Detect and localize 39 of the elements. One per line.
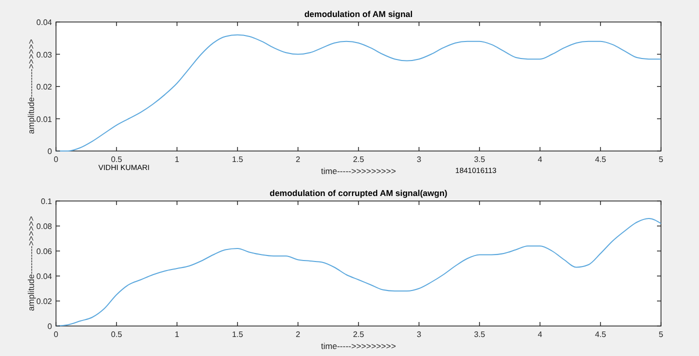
- x-tick-label: 1.5: [232, 155, 244, 164]
- x-tick-label: 0.5: [110, 330, 123, 339]
- x-tick-label: 1.5: [232, 330, 244, 339]
- x-tick-label: 1: [174, 330, 180, 339]
- y-axis-title: amplitude---------->>>>>>: [26, 38, 36, 134]
- x-tick-label: 3.5: [474, 330, 486, 339]
- chart-title: demodulation of corrupted AM signal(awgn): [270, 188, 448, 198]
- x-tick-label: 4: [538, 155, 543, 164]
- y-tick-label: 0.04: [36, 272, 53, 281]
- x-tick-label: 3.5: [474, 155, 486, 164]
- y-tick-label: 0.04: [36, 18, 53, 27]
- y-tick-label: 0: [48, 322, 53, 331]
- x-tick-label: 4: [538, 330, 543, 339]
- x-tick-label: 2: [296, 330, 301, 339]
- y-tick-label: 0.08: [36, 222, 53, 231]
- y-tick-label: 0: [48, 147, 53, 156]
- x-tick-label: 3: [416, 330, 422, 339]
- x-tick-label: 0: [54, 330, 59, 339]
- y-tick-label: 0.02: [36, 297, 53, 306]
- x-tick-label: 3: [416, 155, 422, 164]
- y-axis-title: amplitude---------->>>>>>: [26, 216, 36, 311]
- x-tick-label: 0.5: [110, 155, 123, 164]
- x-tick-label: 2.5: [352, 330, 365, 339]
- y-tick-label: 0.02: [36, 82, 53, 92]
- y-tick-label: 0.01: [36, 114, 53, 124]
- x-axis-title: time----->>>>>>>>>: [321, 166, 396, 176]
- x-tick-label: 1: [174, 155, 180, 164]
- x-tick-label: 5: [658, 330, 664, 339]
- x-tick-label: 0: [54, 155, 59, 164]
- chart-title: demodulation of AM signal: [304, 9, 413, 19]
- x-tick-label: 2: [296, 155, 301, 164]
- y-tick-label: 0.06: [36, 247, 53, 256]
- x-tick-label: 4.5: [594, 330, 607, 339]
- y-tick-label: 0.1: [40, 197, 53, 206]
- x-axis-title: time----->>>>>>>>>: [321, 341, 396, 351]
- x-tick-label: 4.5: [594, 155, 607, 164]
- x-tick-label: 5: [658, 155, 664, 164]
- x-tick-label: 2.5: [352, 155, 365, 164]
- y-tick-label: 0.03: [36, 50, 53, 60]
